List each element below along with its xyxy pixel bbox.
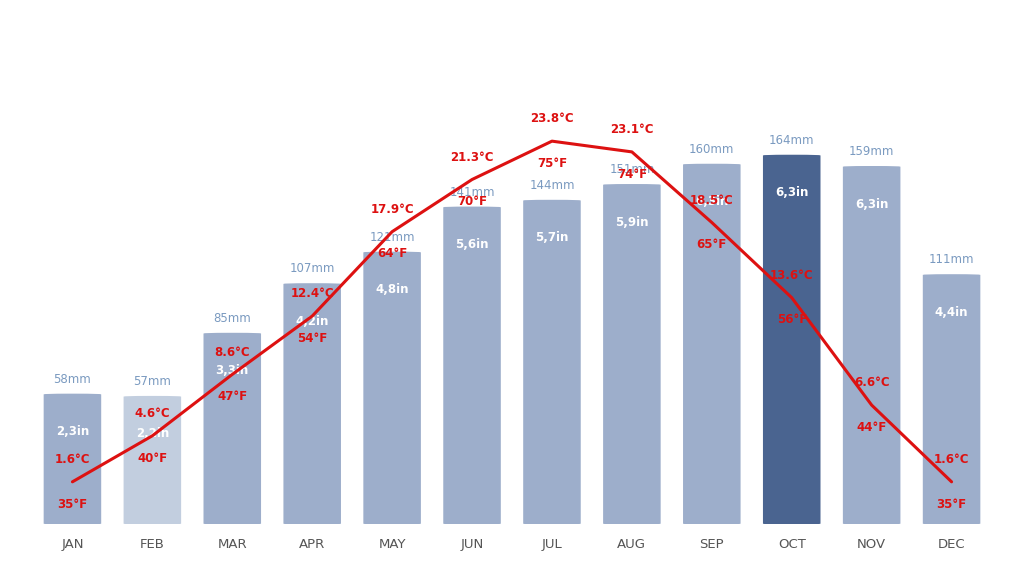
Text: 18.5°C: 18.5°C — [690, 194, 733, 207]
Text: 6,3in: 6,3in — [775, 186, 808, 200]
FancyBboxPatch shape — [364, 252, 421, 524]
Text: 159mm: 159mm — [849, 145, 894, 158]
Text: 5,6in: 5,6in — [456, 238, 488, 251]
Text: 121mm: 121mm — [370, 231, 415, 244]
Text: 74°F: 74°F — [616, 168, 647, 181]
Text: 13.6°C: 13.6°C — [770, 269, 813, 282]
FancyBboxPatch shape — [683, 164, 740, 524]
Text: 23.1°C: 23.1°C — [610, 123, 653, 136]
FancyBboxPatch shape — [204, 333, 261, 524]
FancyBboxPatch shape — [124, 396, 181, 524]
Text: 58mm: 58mm — [53, 373, 91, 386]
Text: 85mm: 85mm — [213, 312, 251, 325]
Text: 4,4in: 4,4in — [935, 306, 969, 319]
Text: 3,3in: 3,3in — [216, 364, 249, 377]
Text: 56°F: 56°F — [776, 314, 807, 327]
Text: APR: APR — [299, 538, 326, 551]
FancyBboxPatch shape — [763, 154, 820, 524]
Text: 6,3in: 6,3in — [855, 198, 889, 210]
Text: 44°F: 44°F — [856, 421, 887, 434]
Text: FEB: FEB — [140, 538, 165, 551]
Text: 141mm: 141mm — [450, 186, 495, 199]
Text: 65°F: 65°F — [696, 238, 727, 251]
Text: 4,2in: 4,2in — [296, 315, 329, 328]
Text: 164mm: 164mm — [769, 134, 814, 147]
Text: 12.4°C: 12.4°C — [291, 287, 334, 300]
FancyBboxPatch shape — [443, 206, 501, 524]
Text: AUG: AUG — [617, 538, 646, 551]
Text: 47°F: 47°F — [217, 390, 248, 403]
Text: 5,7in: 5,7in — [536, 231, 568, 245]
Text: 35°F: 35°F — [937, 498, 967, 511]
FancyBboxPatch shape — [923, 274, 980, 524]
Text: 8.6°C: 8.6°C — [214, 345, 250, 359]
Text: 1.6°C: 1.6°C — [54, 453, 90, 466]
Text: 160mm: 160mm — [689, 143, 734, 156]
Text: 57mm: 57mm — [133, 375, 171, 388]
Text: 2,2in: 2,2in — [136, 428, 169, 441]
Text: 64°F: 64°F — [377, 247, 408, 260]
Text: 40°F: 40°F — [137, 451, 167, 465]
Text: 151mm: 151mm — [609, 163, 654, 176]
Text: DEC: DEC — [938, 538, 966, 551]
FancyBboxPatch shape — [603, 184, 660, 524]
Text: JUL: JUL — [542, 538, 562, 551]
Text: MAR: MAR — [217, 538, 247, 551]
FancyBboxPatch shape — [44, 394, 101, 524]
Text: 6.6°C: 6.6°C — [854, 376, 890, 389]
Text: 21.3°C: 21.3°C — [451, 150, 494, 164]
Text: 75°F: 75°F — [537, 157, 567, 170]
Text: OCT: OCT — [778, 538, 806, 551]
Text: 111mm: 111mm — [929, 253, 974, 266]
Text: 107mm: 107mm — [290, 262, 335, 275]
Text: 4,8in: 4,8in — [376, 283, 409, 296]
Text: 35°F: 35°F — [57, 498, 87, 511]
Text: 1.6°C: 1.6°C — [934, 453, 970, 466]
Text: JUN: JUN — [461, 538, 483, 551]
Text: 6,3in: 6,3in — [695, 196, 728, 208]
Text: 70°F: 70°F — [457, 196, 487, 208]
FancyBboxPatch shape — [523, 200, 581, 524]
FancyBboxPatch shape — [843, 166, 900, 524]
Text: MAY: MAY — [378, 538, 406, 551]
Text: 4.6°C: 4.6°C — [134, 407, 170, 420]
Text: 17.9°C: 17.9°C — [371, 203, 414, 216]
Text: 54°F: 54°F — [297, 332, 328, 345]
FancyBboxPatch shape — [284, 283, 341, 524]
Text: 144mm: 144mm — [529, 179, 574, 192]
Text: 5,9in: 5,9in — [615, 215, 648, 229]
Text: SEP: SEP — [699, 538, 724, 551]
Text: 23.8°C: 23.8°C — [530, 112, 573, 125]
Text: 2,3in: 2,3in — [55, 425, 89, 438]
Text: JAN: JAN — [61, 538, 84, 551]
Text: NOV: NOV — [857, 538, 886, 551]
